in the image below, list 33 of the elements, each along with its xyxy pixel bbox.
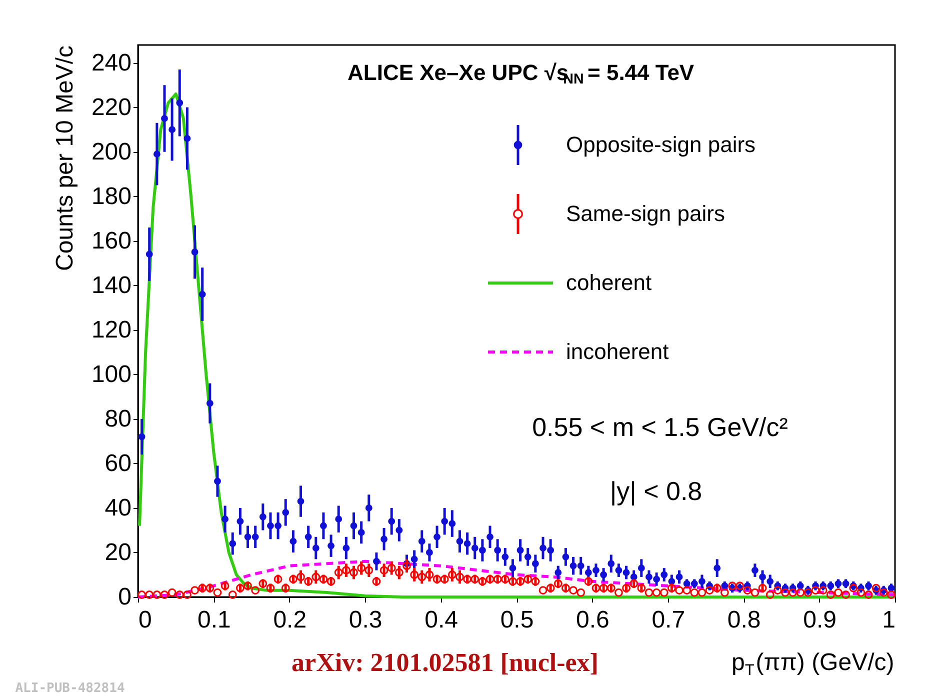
x-tick-label: 0.7 <box>652 606 686 634</box>
legend-label: Opposite-sign pairs <box>566 132 756 157</box>
legend-label: Same-sign pairs <box>566 201 725 226</box>
text: ALI-PUB-482814 <box>15 681 125 696</box>
y-tick-label: 0 <box>118 584 132 610</box>
y-tick-label: 40 <box>104 494 132 522</box>
x-tick-label: 0.4 <box>424 606 458 634</box>
y-tick-label: 160 <box>91 227 132 254</box>
y-tick-label: 80 <box>104 405 132 432</box>
y-tick-label: 60 <box>104 450 132 477</box>
x-tick-label: 0.6 <box>576 606 610 634</box>
legend-label: incoherent <box>566 339 669 364</box>
x-tick-label: 0.1 <box>198 606 231 634</box>
annotation: |y| < 0.8 <box>610 476 702 506</box>
text: arXiv: 2101.02581 [nucl-ex] <box>292 648 598 677</box>
x-tick-label: 0.2 <box>273 606 307 634</box>
x-tick-label: 0.3 <box>348 606 382 634</box>
y-tick-label: 180 <box>91 182 132 210</box>
legend-label: coherent <box>566 270 652 295</box>
y-tick-label: 140 <box>91 272 132 299</box>
x-tick-label: 0.8 <box>727 606 761 634</box>
annotation: 0.55 < m < 1.5 GeV/c² <box>532 412 788 442</box>
x-tick-label: 0.5 <box>500 606 534 634</box>
x-tick-label: 1 <box>882 606 896 634</box>
y-tick-label: 200 <box>91 138 132 166</box>
x-tick-label: 0 <box>138 606 152 634</box>
y-tick-label: 220 <box>91 94 132 121</box>
y-tick-label: 240 <box>91 49 132 76</box>
y-tick-label: 20 <box>104 538 132 566</box>
y-axis-title: Counts per 10 MeV/c <box>51 46 78 271</box>
y-tick-label: 100 <box>91 360 132 388</box>
x-tick-label: 0.9 <box>803 606 836 634</box>
y-tick-label: 120 <box>91 316 132 344</box>
